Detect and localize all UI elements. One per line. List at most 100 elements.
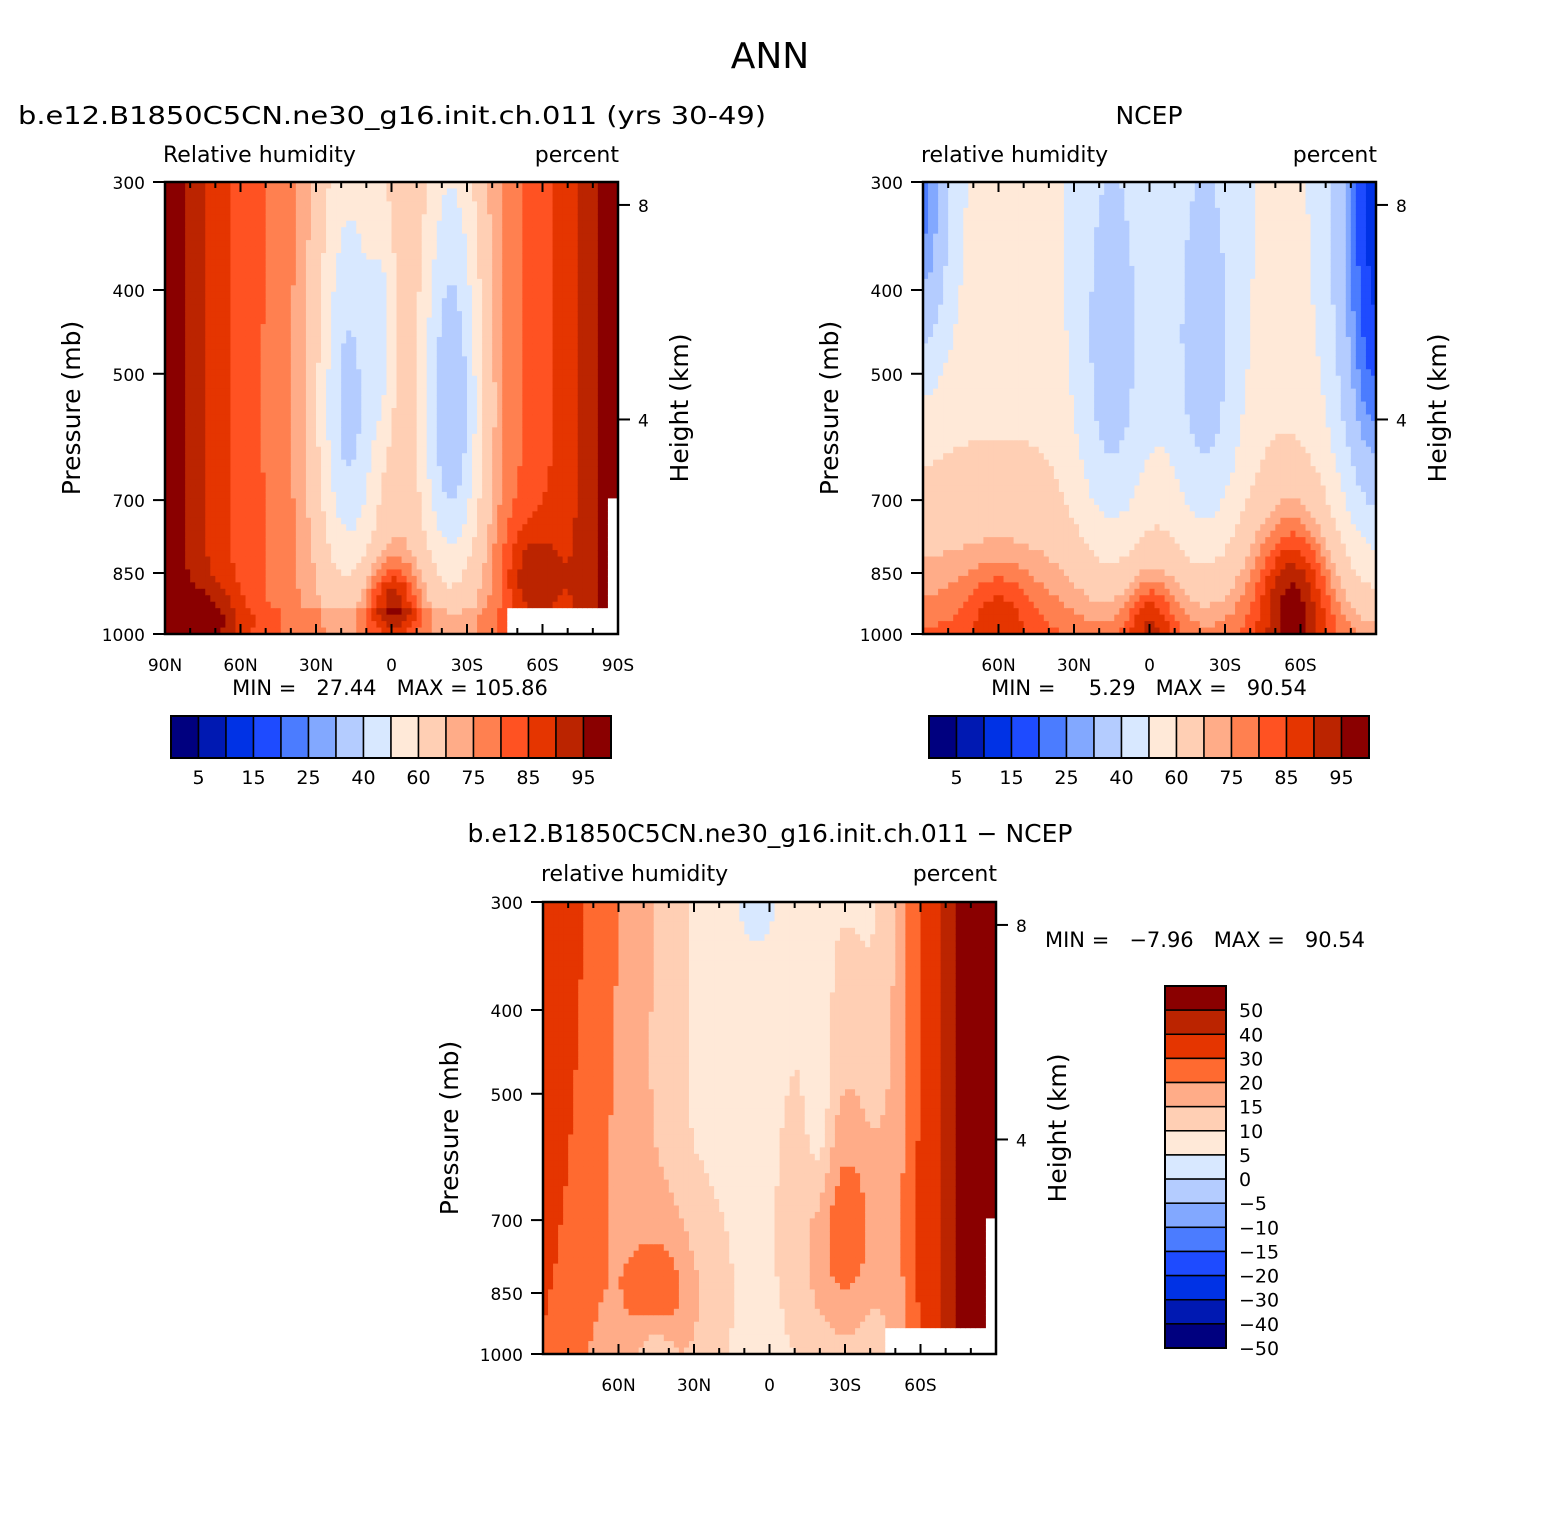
contour-cell: [175, 253, 181, 261]
contour-cell: [280, 530, 287, 538]
contour-cell: [441, 504, 448, 512]
contour-cell: [190, 395, 196, 403]
contour-cell: [215, 414, 221, 422]
contour-cell: [421, 401, 428, 409]
contour-cell: [497, 588, 503, 596]
contour-cell: [351, 472, 357, 480]
contour-cell: [285, 259, 292, 267]
contour-cell: [356, 207, 362, 215]
contour-cell: [336, 446, 342, 454]
contour-cell: [391, 556, 398, 564]
contour-cell: [426, 511, 433, 519]
contour-cell: [180, 375, 186, 383]
contour-cell: [396, 317, 403, 325]
contour-cell: [305, 194, 312, 202]
contour-cell: [290, 614, 297, 622]
contour-cell: [371, 427, 377, 435]
contour-cell: [255, 453, 262, 461]
contour-cell: [426, 388, 433, 396]
contour-cell: [456, 614, 463, 622]
contour-cell: [401, 550, 408, 558]
contour-cell: [185, 395, 191, 403]
contour-cell: [406, 227, 413, 235]
contour-cell: [230, 595, 237, 603]
contour-cell: [215, 408, 221, 416]
contour-cell: [426, 369, 433, 377]
contour-cell: [285, 479, 292, 487]
contour-cell: [210, 201, 216, 209]
contour-cell: [285, 382, 292, 390]
contour-cell: [431, 201, 438, 209]
contour-cell: [326, 504, 332, 512]
contour-cell: [180, 291, 186, 299]
contour-cell: [507, 220, 513, 228]
contour-cell: [280, 311, 287, 319]
contour-cell: [200, 401, 206, 409]
contour-cell: [406, 608, 413, 616]
contour-cell: [331, 601, 337, 609]
contour-cell: [336, 369, 342, 377]
contour-cell: [497, 601, 503, 609]
contour-cell: [300, 395, 307, 403]
contour-cell: [507, 343, 513, 351]
contour-cell: [381, 582, 388, 590]
contour-cell: [270, 575, 277, 583]
contour-cell: [366, 253, 372, 261]
contour-cell: [270, 601, 277, 609]
contour-cell: [502, 524, 508, 532]
contour-cell: [285, 182, 292, 190]
contour-cell: [431, 575, 438, 583]
contour-cell: [220, 343, 226, 351]
contour-cell: [255, 220, 262, 228]
contour-cell: [456, 343, 463, 351]
contour-cell: [300, 550, 307, 558]
contour-cell: [351, 382, 357, 390]
contour-cell: [195, 537, 201, 545]
contour-cell: [507, 446, 513, 454]
contour-cell: [512, 201, 518, 209]
contour-cell: [371, 556, 377, 564]
contour-cell: [361, 517, 367, 525]
contour-cell: [270, 356, 277, 364]
contour-cell: [290, 375, 297, 383]
contour-cell: [295, 324, 302, 332]
contour-cell: [456, 349, 463, 357]
contour-cell: [190, 382, 196, 390]
contour-cell: [431, 459, 438, 467]
contour-cell: [381, 259, 388, 267]
contour-cell: [461, 459, 468, 467]
contour-cell: [522, 227, 528, 235]
contour-cell: [416, 259, 423, 267]
contour-cell: [165, 459, 171, 467]
contour-cell: [175, 311, 181, 319]
contour-cell: [240, 227, 247, 235]
contour-cell: [245, 562, 252, 571]
contour-cell: [421, 317, 428, 325]
contour-cell: [185, 453, 191, 461]
contour-cell: [255, 182, 262, 190]
contour-cell: [431, 349, 438, 357]
contour-cell: [461, 524, 468, 532]
contour-cell: [245, 382, 252, 390]
contour-cell: [467, 601, 473, 609]
contour-cell: [295, 466, 302, 474]
contour-cell: [275, 537, 282, 545]
contour-cell: [421, 375, 428, 383]
contour-cell: [341, 433, 347, 441]
contour-cell: [295, 614, 302, 622]
contour-cell: [371, 395, 377, 403]
contour-cell: [175, 608, 181, 616]
contour-cell: [517, 427, 523, 435]
contour-cell: [210, 485, 216, 493]
contour-cell: [235, 543, 242, 551]
contour-cell: [280, 472, 287, 480]
contour-cell: [401, 369, 408, 377]
contour-cell: [411, 388, 418, 396]
contour-cell: [396, 311, 403, 319]
contour-cell: [381, 472, 388, 480]
contour-cell: [275, 182, 282, 190]
contour-cell: [406, 562, 413, 571]
contour-cell: [396, 440, 403, 448]
contour-cell: [210, 401, 216, 409]
contour-cell: [361, 420, 367, 428]
